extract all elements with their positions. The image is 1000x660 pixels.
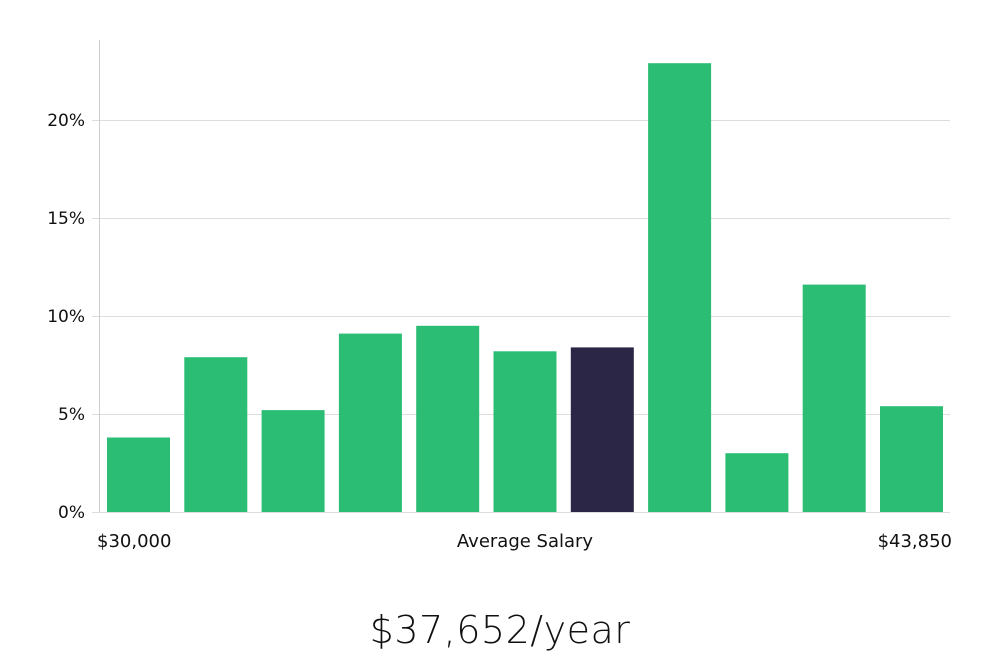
y-tick-label: 0% <box>58 503 85 523</box>
bar <box>880 406 943 512</box>
bar <box>261 410 325 512</box>
salary-histogram: 0% 5% 10% 15% 20% $30,000 Average Salary… <box>47 40 952 552</box>
y-tick-label: 20% <box>47 111 85 131</box>
bar <box>648 63 712 512</box>
y-tick-label: 5% <box>58 405 85 425</box>
bars <box>107 63 943 512</box>
bar <box>802 284 866 512</box>
y-tick-label: 10% <box>47 307 85 327</box>
bar <box>416 325 480 512</box>
x-min-label: $30,000 <box>97 531 171 552</box>
y-tick-labels: 0% 5% 10% 15% 20% <box>47 111 85 523</box>
bar-highlighted <box>570 347 634 512</box>
bar <box>338 333 402 512</box>
bar <box>725 453 789 512</box>
x-axis-title: Average Salary <box>457 531 594 552</box>
y-tick-label: 15% <box>47 209 85 229</box>
bar <box>184 357 248 512</box>
bar <box>493 351 557 512</box>
x-max-label: $43,850 <box>878 531 952 552</box>
bar <box>107 437 170 512</box>
average-salary-value: $37,652/year <box>369 608 631 652</box>
